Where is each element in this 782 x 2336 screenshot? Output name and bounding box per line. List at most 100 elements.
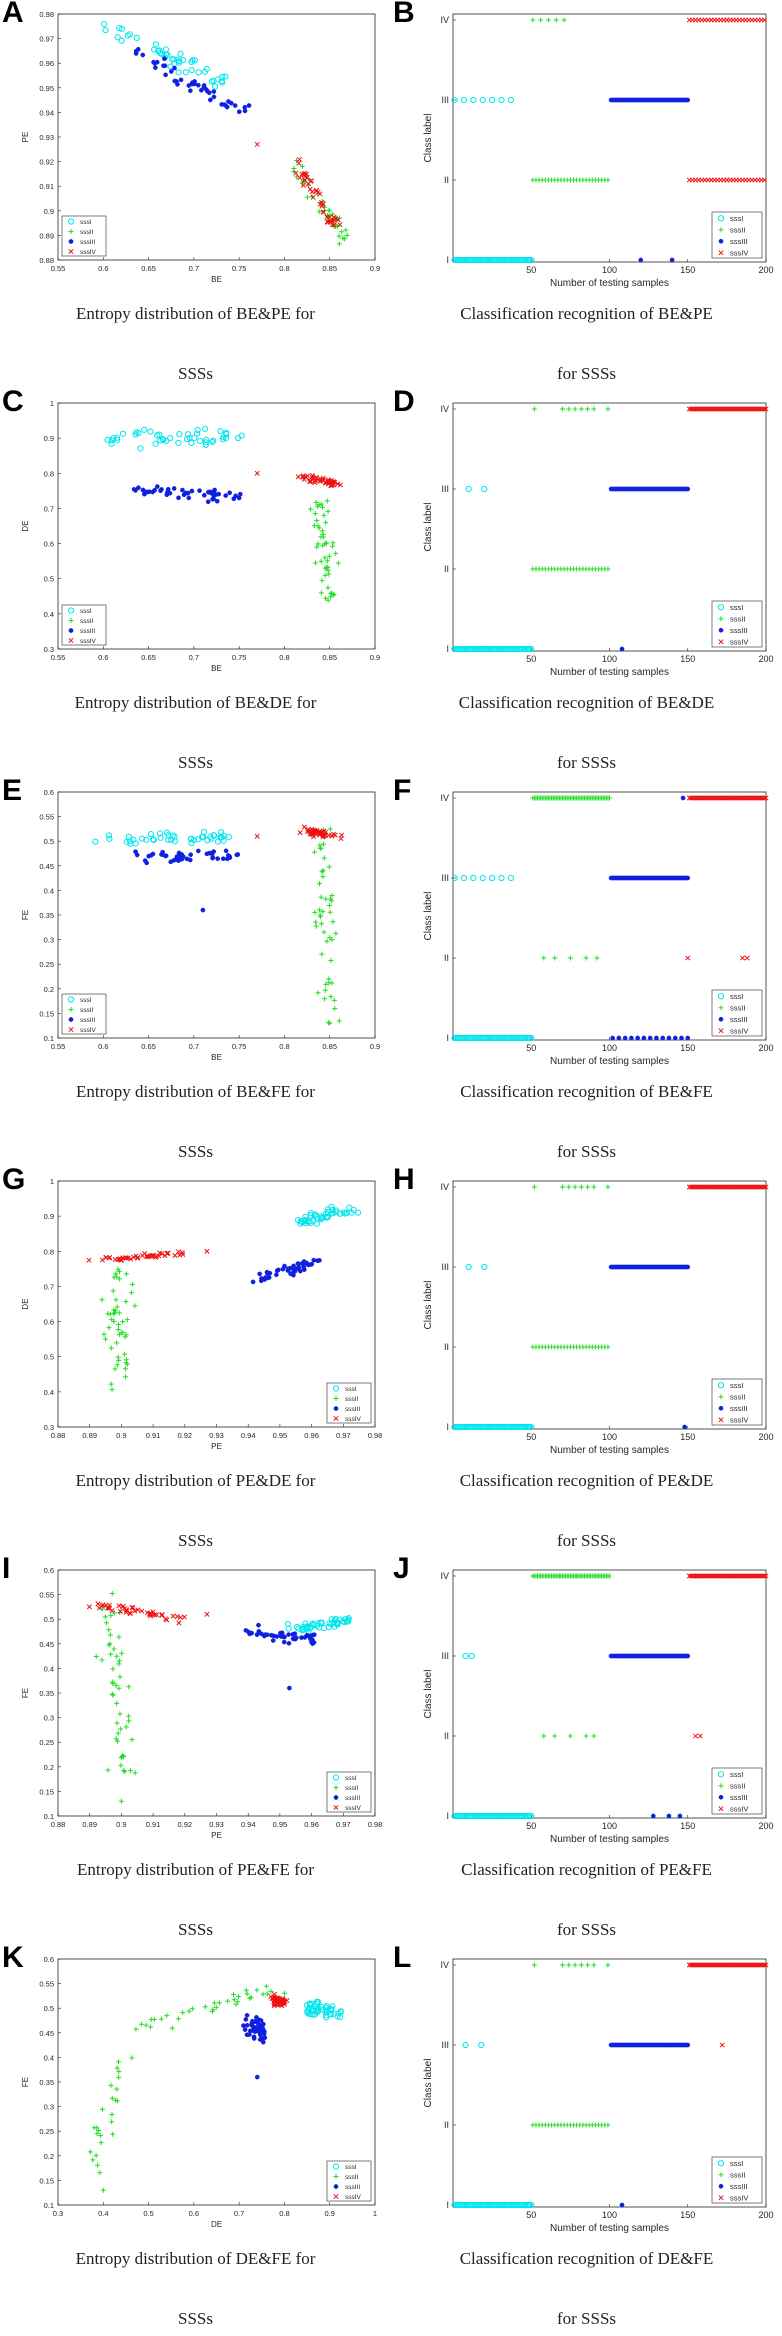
- y-tick-label: 0.3: [44, 2103, 54, 2112]
- chart-g: 0.88 0.89 0.9 0.91 0.92 0.93 0.94 0.95 0.96 0.97 0…: [21, 1177, 383, 1451]
- x-tick-label: 0.9: [370, 653, 380, 662]
- point-sssIV: [106, 1602, 113, 1608]
- point-sssII: [578, 1184, 584, 1190]
- panel-letter: L: [393, 1941, 412, 1974]
- point-sssIV: [320, 830, 326, 836]
- point-sssI: [176, 58, 183, 65]
- legend-marker-sssIV: [718, 2195, 724, 2201]
- point-sssI: [182, 69, 189, 76]
- point-sssII: [104, 1620, 110, 1626]
- point-sssII: [530, 17, 536, 23]
- point-sssII: [321, 855, 327, 861]
- point-sssII: [324, 498, 330, 504]
- point-sssI: [329, 2003, 336, 2010]
- point-sssI: [156, 830, 164, 837]
- point-sssIII: [227, 490, 232, 496]
- data-points: [86, 1590, 352, 1804]
- point-sssII: [210, 2007, 216, 2013]
- point-sssII: [108, 2082, 114, 2088]
- point-sssII: [109, 1691, 115, 1697]
- y-tick-label: 0.7: [44, 504, 54, 513]
- legend-marker-sssI: [717, 604, 725, 611]
- point-sssIV: [319, 203, 325, 209]
- caption-line-2: for SSSs: [556, 753, 617, 772]
- plot-frame: [452, 791, 767, 1041]
- point-sssII: [116, 2059, 122, 2065]
- y-tick-label: 0.35: [39, 911, 54, 920]
- y-tick-label: 0.95: [39, 84, 54, 93]
- legend-marker-sssII: [718, 1394, 724, 1400]
- point-sssII: [342, 236, 348, 242]
- point-sssII: [583, 955, 589, 961]
- point-sssIV: [164, 1250, 170, 1256]
- y-tick-label: 0.93: [39, 133, 54, 142]
- point-sssII: [180, 2010, 186, 2016]
- point-sssIII: [666, 1035, 672, 1041]
- point-sssIV: [254, 141, 260, 147]
- point-sssIII: [680, 795, 686, 801]
- x-tick-label: 200: [758, 1821, 773, 1831]
- x-tick-label: 0.7: [234, 2209, 244, 2218]
- point-sssI: [180, 56, 187, 64]
- point-sssIV: [761, 1573, 767, 1579]
- point-sssIV: [130, 1604, 136, 1611]
- point-sssIII: [685, 1653, 691, 1659]
- point-sssIV: [761, 177, 767, 183]
- point-sssIII: [236, 109, 242, 115]
- point-sssIV: [295, 474, 301, 480]
- point-sssIII: [208, 490, 214, 496]
- point-sssIII: [236, 495, 242, 501]
- legend-marker-sssII: [718, 1005, 724, 1011]
- point-sssII: [316, 209, 322, 215]
- legend-label: sssIII: [345, 2184, 360, 2191]
- point-sssIV: [132, 1608, 138, 1614]
- point-sssIII: [232, 103, 238, 108]
- x-tick-label: 0.98: [368, 1431, 383, 1440]
- x-tick-label: 0.9: [324, 2209, 334, 2218]
- y-tick-label: 0.6: [44, 540, 54, 549]
- point-sssI: [147, 428, 154, 435]
- point-sssIV: [305, 826, 311, 833]
- y-tick-label: III: [441, 484, 449, 494]
- point-sssII: [114, 1304, 120, 1310]
- point-sssIV: [152, 1612, 158, 1618]
- point-sssIII: [172, 78, 178, 84]
- point-sssIII: [301, 1259, 307, 1264]
- point-sssIII: [685, 2042, 691, 2048]
- point-sssIII: [685, 486, 691, 492]
- point-sssII: [335, 560, 341, 566]
- point-sssIII: [214, 498, 220, 504]
- data-points: [451, 1962, 769, 2209]
- point-sssIII: [281, 1639, 287, 1645]
- point-sssII: [109, 1590, 115, 1596]
- point-sssIII: [302, 1635, 308, 1640]
- y-tick-label: 0.7: [44, 1282, 54, 1291]
- point-sssIV: [297, 175, 303, 181]
- x-tick-label: 0.93: [209, 1820, 224, 1829]
- point-sssII: [93, 1654, 99, 1660]
- legend-marker-sssI: [332, 2163, 340, 2170]
- point-sssIV: [739, 955, 746, 961]
- point-sssIV: [761, 406, 767, 412]
- point-sssII: [323, 896, 329, 902]
- point-sssII: [314, 544, 320, 550]
- point-sssIII: [254, 2074, 260, 2080]
- point-sssII: [531, 1184, 537, 1190]
- point-sssII: [304, 194, 310, 200]
- y-axis-label: FE: [21, 1688, 30, 1698]
- point-sssII: [107, 1632, 113, 1638]
- plot-frame: [57, 13, 376, 261]
- point-sssII: [122, 1769, 128, 1775]
- y-tick-label: III: [441, 1262, 449, 1272]
- point-sssI: [138, 835, 146, 842]
- point-sssII: [322, 572, 328, 578]
- point-sssIV: [95, 1601, 101, 1607]
- legend-label: sssI: [730, 603, 743, 612]
- x-tick-label: 0.5: [143, 2209, 153, 2218]
- point-sssIV: [763, 1573, 769, 1579]
- point-sssII: [333, 930, 339, 936]
- point-sssI: [114, 436, 121, 443]
- x-tick-label: 0.91: [146, 1431, 161, 1440]
- point-sssIV: [328, 477, 334, 483]
- point-sssIII: [257, 1271, 263, 1277]
